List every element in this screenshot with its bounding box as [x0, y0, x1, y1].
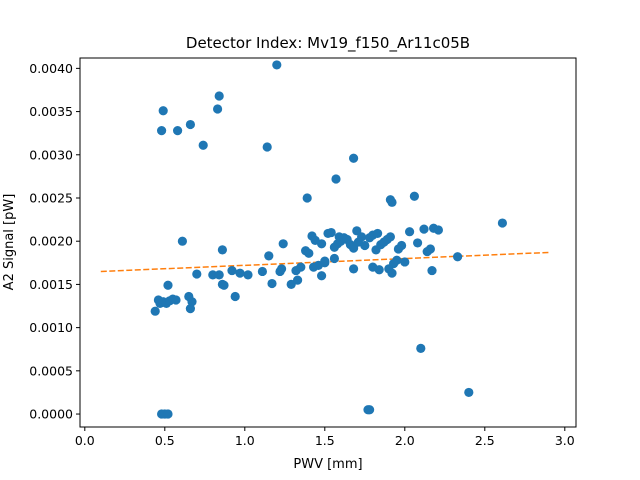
y-tick-label: 0.0020 — [29, 234, 73, 249]
data-point — [277, 264, 287, 274]
data-point — [185, 119, 195, 130]
data-point — [409, 191, 419, 201]
data-point — [413, 238, 423, 248]
y-tick-label: 0.0005 — [29, 363, 73, 378]
x-tick-label: 0.0 — [75, 433, 95, 448]
data-point — [278, 239, 288, 249]
data-point — [425, 244, 435, 254]
chart-title: Detector Index: Mv19_f150_Ar11c05B — [186, 34, 470, 53]
y-tick-label: 0.0035 — [29, 104, 73, 119]
y-tick-label: 0.0025 — [29, 190, 73, 205]
data-point — [208, 270, 218, 280]
data-point — [365, 405, 375, 415]
x-tick-label: 2.5 — [475, 433, 495, 448]
data-point — [227, 265, 237, 276]
y-axis-label: A2 Signal [pW] — [2, 194, 17, 291]
data-point — [187, 297, 197, 307]
data-point — [296, 262, 306, 272]
y-tick-label: 0.0030 — [29, 147, 73, 162]
data-point — [310, 235, 320, 245]
data-point — [217, 245, 227, 255]
data-point — [360, 240, 370, 251]
data-point — [320, 256, 330, 266]
data-point — [385, 232, 395, 242]
data-point — [267, 278, 277, 289]
data-point — [464, 387, 474, 398]
data-point — [171, 295, 181, 305]
data-point — [349, 264, 359, 274]
y-tick-label: 0.0015 — [29, 277, 73, 292]
data-point — [329, 242, 339, 252]
scatter-points — [150, 60, 507, 419]
data-point — [453, 252, 463, 262]
plot-area: 0.0 0.5 1.0 1.5 2.0 2.5 3.0 0.0000 0.0005 0.0010… — [29, 57, 577, 448]
data-point — [177, 236, 187, 246]
data-point — [262, 142, 272, 152]
x-tick-label: 1.5 — [315, 433, 335, 448]
data-point — [219, 280, 229, 290]
data-point — [302, 193, 312, 203]
data-point — [235, 268, 245, 278]
data-point — [331, 174, 341, 184]
data-point — [213, 104, 223, 114]
data-point — [416, 343, 426, 353]
y-axis: 0.0000 0.0005 0.0010 0.0015 0.0020 0.0025 0.00… — [29, 61, 80, 422]
x-axis-label: PWV [mm] — [293, 457, 362, 472]
y-tick-label: 0.0010 — [29, 320, 73, 335]
data-point — [349, 153, 359, 163]
data-point — [317, 271, 327, 281]
data-point — [192, 269, 202, 279]
y-tick-label: 0.0000 — [29, 407, 73, 422]
data-point — [150, 306, 160, 316]
data-point — [214, 270, 224, 280]
data-point — [304, 248, 314, 258]
data-point — [264, 251, 274, 261]
axes-frame — [79, 57, 577, 428]
data-point — [329, 253, 339, 264]
data-point — [185, 304, 195, 314]
data-point — [326, 227, 336, 238]
data-point — [387, 268, 397, 278]
data-point — [157, 125, 167, 136]
data-point — [433, 225, 443, 235]
data-point — [243, 270, 253, 280]
data-point — [198, 140, 208, 150]
data-point — [163, 409, 173, 419]
data-point — [387, 197, 397, 207]
x-axis: 0.0 0.5 1.0 1.5 2.0 2.5 3.0 — [75, 427, 575, 448]
data-point — [214, 91, 224, 101]
data-point — [272, 60, 282, 70]
data-point — [163, 280, 173, 290]
data-point — [397, 240, 407, 251]
data-point — [158, 106, 168, 116]
x-tick-label: 3.0 — [555, 433, 575, 448]
data-point — [173, 125, 183, 136]
data-point — [230, 291, 240, 302]
data-point — [427, 265, 437, 276]
data-point — [293, 275, 303, 285]
data-point — [419, 224, 429, 234]
data-point — [368, 262, 378, 272]
data-point — [392, 255, 402, 265]
x-tick-label: 0.5 — [155, 433, 175, 448]
data-point — [257, 266, 267, 277]
y-tick-label: 0.0040 — [29, 61, 73, 76]
x-tick-label: 1.0 — [235, 433, 255, 448]
data-point — [405, 227, 415, 237]
data-point — [497, 218, 507, 228]
data-point — [400, 257, 410, 267]
data-point — [373, 228, 383, 239]
x-tick-label: 2.0 — [395, 433, 415, 448]
data-point — [357, 232, 367, 242]
